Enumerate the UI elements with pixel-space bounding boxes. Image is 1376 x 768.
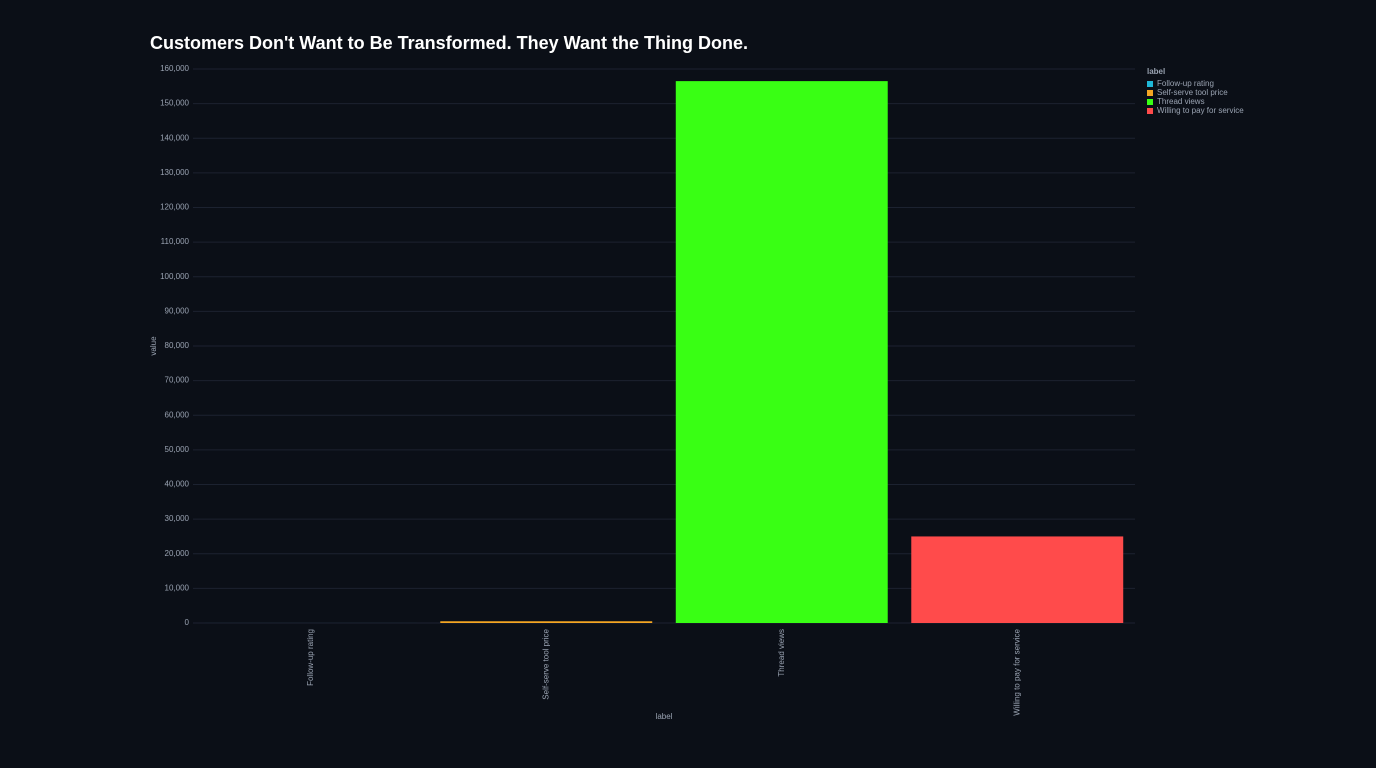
- legend-label: Follow-up rating: [1157, 79, 1214, 88]
- legend-swatch: [1147, 90, 1153, 96]
- legend-label: Self-serve tool price: [1157, 88, 1228, 97]
- y-tick-label: 50,000: [165, 445, 190, 454]
- legend-title: label: [1147, 67, 1165, 76]
- bar: [911, 536, 1124, 623]
- chart-title: Customers Don't Want to Be Transformed. …: [150, 33, 748, 53]
- x-tick-label: Willing to pay for service: [1012, 628, 1021, 715]
- y-axis-title: value: [149, 336, 158, 356]
- y-tick-label: 40,000: [165, 480, 190, 489]
- y-tick-label: 60,000: [165, 410, 190, 419]
- legend-label: Thread views: [1157, 97, 1205, 106]
- y-tick-label: 80,000: [165, 341, 190, 350]
- x-axis-title: label: [656, 712, 673, 721]
- legend-label: Willing to pay for service: [1157, 106, 1244, 115]
- y-tick-label: 20,000: [165, 549, 190, 558]
- y-tick-label: 0: [185, 618, 190, 627]
- y-tick-label: 150,000: [160, 99, 189, 108]
- y-tick-label: 90,000: [165, 306, 190, 315]
- y-tick-label: 140,000: [160, 133, 189, 142]
- y-tick-label: 70,000: [165, 376, 190, 385]
- y-tick-label: 100,000: [160, 272, 189, 281]
- x-tick-label: Thread views: [777, 629, 786, 677]
- y-tick-label: 110,000: [161, 237, 190, 246]
- bar: [675, 81, 888, 623]
- y-tick-label: 120,000: [160, 203, 189, 212]
- bar: [440, 621, 653, 623]
- y-tick-label: 30,000: [165, 514, 190, 523]
- y-tick-label: 10,000: [165, 583, 190, 592]
- legend-swatch: [1147, 81, 1153, 87]
- y-tick-label: 130,000: [160, 168, 189, 177]
- x-tick-label: Self-serve tool price: [541, 628, 550, 699]
- legend-swatch: [1147, 108, 1153, 114]
- y-tick-label: 160,000: [160, 64, 189, 73]
- legend-swatch: [1147, 99, 1153, 105]
- x-tick-label: Follow-up rating: [306, 629, 315, 686]
